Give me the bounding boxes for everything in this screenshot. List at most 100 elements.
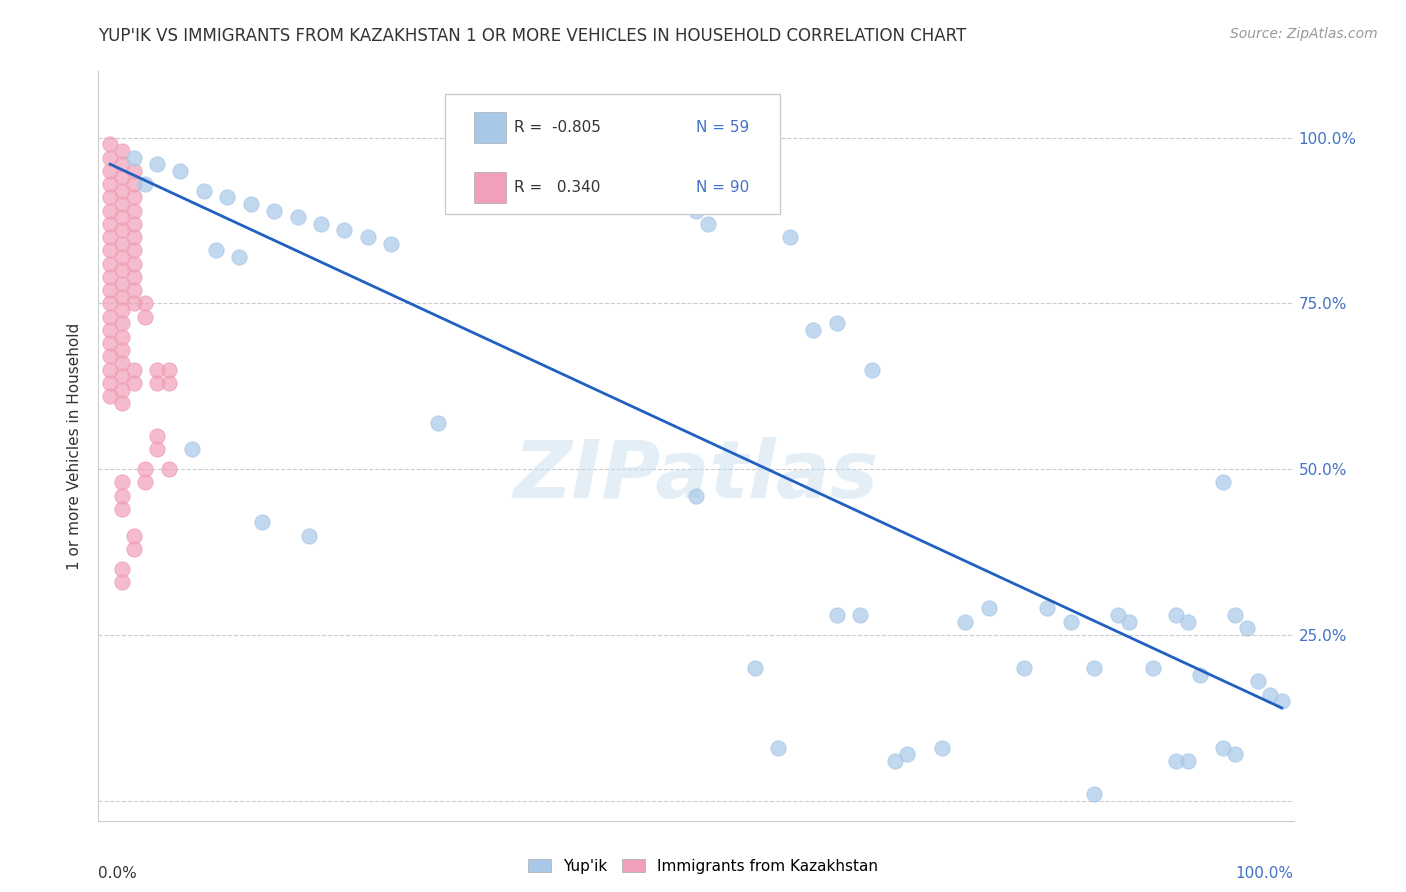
Point bbox=[98, 151, 121, 165]
Point bbox=[98, 257, 121, 271]
Point bbox=[122, 164, 145, 178]
Point bbox=[98, 244, 121, 258]
Point bbox=[122, 190, 145, 204]
FancyBboxPatch shape bbox=[446, 94, 780, 214]
Text: N = 59: N = 59 bbox=[696, 120, 749, 135]
Point bbox=[111, 184, 134, 198]
Point bbox=[1258, 688, 1281, 702]
FancyBboxPatch shape bbox=[474, 112, 506, 144]
Point bbox=[111, 263, 134, 277]
Point bbox=[111, 144, 134, 158]
Point bbox=[98, 350, 121, 364]
Point bbox=[111, 157, 134, 171]
Point bbox=[896, 747, 918, 762]
Point bbox=[1188, 667, 1211, 681]
Point bbox=[884, 754, 907, 768]
Point bbox=[122, 257, 145, 271]
Text: 0.0%: 0.0% bbox=[98, 865, 138, 880]
Point bbox=[134, 177, 156, 191]
Point bbox=[1212, 740, 1234, 755]
Point bbox=[111, 343, 134, 357]
Point bbox=[1083, 787, 1105, 801]
Point bbox=[98, 217, 121, 231]
Point bbox=[111, 197, 134, 211]
FancyBboxPatch shape bbox=[474, 172, 506, 203]
Point bbox=[98, 376, 121, 390]
Point bbox=[111, 303, 134, 318]
Point bbox=[122, 230, 145, 244]
Point bbox=[111, 383, 134, 397]
Text: R =   0.340: R = 0.340 bbox=[515, 180, 600, 195]
Point bbox=[122, 296, 145, 310]
Point bbox=[98, 137, 121, 152]
Point bbox=[111, 316, 134, 330]
Point bbox=[1247, 674, 1270, 689]
Point bbox=[825, 608, 848, 623]
Point bbox=[134, 475, 156, 490]
Point bbox=[181, 442, 204, 457]
Text: R =  -0.805: R = -0.805 bbox=[515, 120, 602, 135]
Point bbox=[146, 363, 169, 377]
Point bbox=[685, 203, 707, 218]
Point bbox=[122, 363, 145, 377]
Point bbox=[111, 277, 134, 291]
Point bbox=[134, 310, 156, 324]
Point bbox=[111, 211, 134, 225]
Point bbox=[98, 323, 121, 337]
Point bbox=[1166, 608, 1188, 623]
Point bbox=[204, 244, 226, 258]
Point bbox=[122, 203, 145, 218]
Point bbox=[380, 236, 402, 251]
Point bbox=[122, 528, 145, 542]
Point bbox=[122, 269, 145, 284]
Point bbox=[1223, 608, 1246, 623]
Point bbox=[146, 429, 169, 443]
Point bbox=[696, 217, 718, 231]
Point bbox=[239, 197, 262, 211]
Point bbox=[169, 164, 191, 178]
Point bbox=[744, 661, 766, 675]
Point bbox=[157, 363, 180, 377]
Point bbox=[1012, 661, 1035, 675]
Point bbox=[98, 363, 121, 377]
Point bbox=[111, 369, 134, 384]
Point bbox=[1223, 747, 1246, 762]
Point bbox=[98, 177, 121, 191]
Point bbox=[427, 416, 450, 430]
Point bbox=[122, 177, 145, 191]
Point bbox=[298, 528, 321, 542]
Point bbox=[98, 164, 121, 178]
Point bbox=[98, 296, 121, 310]
Point bbox=[977, 601, 1000, 615]
Point bbox=[111, 502, 134, 516]
Point bbox=[1060, 615, 1083, 629]
Point bbox=[228, 250, 250, 264]
Point bbox=[357, 230, 380, 244]
Point bbox=[157, 376, 180, 390]
Text: 100.0%: 100.0% bbox=[1236, 865, 1294, 880]
Point bbox=[111, 290, 134, 304]
Point bbox=[779, 230, 801, 244]
Point bbox=[122, 151, 145, 165]
Point bbox=[111, 170, 134, 185]
Point bbox=[309, 217, 332, 231]
Point bbox=[111, 489, 134, 503]
Point bbox=[860, 363, 883, 377]
Point bbox=[287, 211, 309, 225]
Point bbox=[1166, 754, 1188, 768]
Point bbox=[98, 269, 121, 284]
Text: Source: ZipAtlas.com: Source: ZipAtlas.com bbox=[1230, 27, 1378, 41]
Point bbox=[111, 396, 134, 410]
Point bbox=[122, 541, 145, 556]
Point bbox=[333, 223, 356, 237]
Point bbox=[111, 562, 134, 576]
Point bbox=[111, 574, 134, 589]
Point bbox=[146, 157, 169, 171]
Point bbox=[111, 223, 134, 237]
Point bbox=[134, 462, 156, 476]
Point bbox=[263, 203, 285, 218]
Point bbox=[217, 190, 239, 204]
Point bbox=[1177, 615, 1199, 629]
Text: YUP'IK VS IMMIGRANTS FROM KAZAKHSTAN 1 OR MORE VEHICLES IN HOUSEHOLD CORRELATION: YUP'IK VS IMMIGRANTS FROM KAZAKHSTAN 1 O… bbox=[98, 27, 967, 45]
Point bbox=[98, 190, 121, 204]
